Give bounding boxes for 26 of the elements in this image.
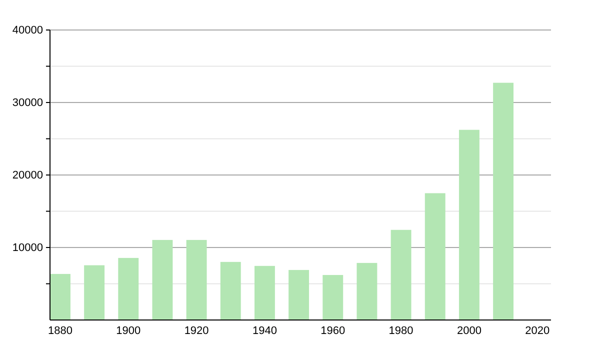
y-tick-label: 30000	[12, 97, 43, 110]
bar	[220, 262, 241, 320]
bar	[254, 266, 275, 320]
x-tick-label: 2000	[456, 324, 482, 337]
x-tick-label: 1980	[388, 324, 414, 337]
bar	[288, 270, 310, 320]
x-tick-label: 2020	[525, 324, 550, 337]
bar	[152, 240, 173, 320]
bar	[50, 274, 70, 320]
bar	[84, 265, 105, 320]
x-tick-label: 1900	[116, 324, 141, 337]
bar	[424, 193, 446, 320]
y-tick-label: 20000	[12, 170, 43, 182]
y-tick-label: 40000	[12, 24, 43, 37]
bar	[356, 262, 378, 320]
bar	[322, 274, 344, 320]
y-tick-label: 10000	[12, 242, 43, 254]
x-tick-label: 1940	[252, 324, 277, 337]
bar	[186, 240, 207, 320]
bar	[118, 258, 139, 320]
x-tick-label: 1960	[320, 324, 346, 337]
bar	[493, 82, 514, 320]
bar	[390, 230, 412, 320]
x-tick-label: 1880	[48, 324, 72, 337]
bar	[458, 130, 480, 320]
x-tick-label: 1920	[184, 324, 209, 337]
